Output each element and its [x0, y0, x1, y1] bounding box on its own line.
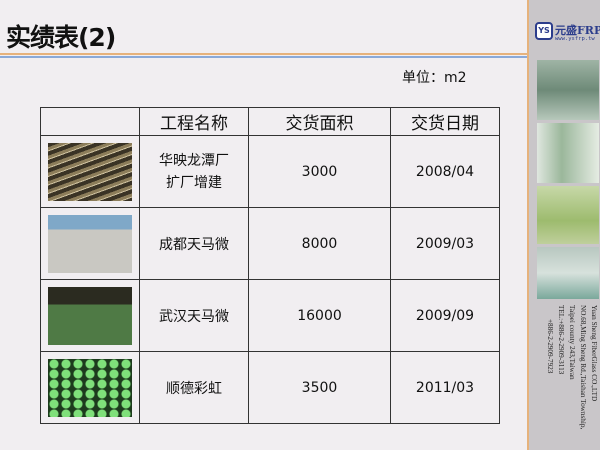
- project-date: 2009/09: [390, 279, 500, 352]
- logo-name: 元盛FRP: [555, 24, 600, 37]
- project-name: 华映龙潭厂 扩厂增建: [139, 135, 249, 208]
- logo-mark: YS: [535, 22, 553, 40]
- sidebar-photo: [537, 60, 599, 120]
- project-name: 武汉天马微: [139, 279, 249, 352]
- project-photo: [48, 142, 132, 201]
- project-name: 成都天马微: [139, 207, 249, 280]
- project-photo: [48, 214, 132, 273]
- table-header-row: 工程名称 交货面积 交货日期: [40, 107, 500, 136]
- page-title: 实绩表(2): [6, 23, 116, 52]
- table-row: 顺德彩虹 3500 2011/03: [40, 351, 500, 424]
- header-project-name: 工程名称: [139, 107, 249, 136]
- project-photo: [48, 358, 132, 417]
- sidebar-photo: [537, 247, 599, 299]
- unit-label: 单位：m2: [402, 70, 467, 86]
- address-line: Yuan Sheng FiberGlass CO.,LTD: [590, 305, 598, 402]
- sidebar-photo: [537, 123, 599, 183]
- table-row: 武汉天马微 16000 2009/09: [40, 279, 500, 352]
- project-area: 3500: [248, 351, 391, 424]
- logo-url: www.ysfrp.tw: [555, 36, 595, 42]
- project-area: 8000: [248, 207, 391, 280]
- project-date: 2008/04: [390, 135, 500, 208]
- project-area: 3000: [248, 135, 391, 208]
- header-date: 交货日期: [390, 107, 500, 136]
- performance-table: 工程名称 交货面积 交货日期 华映龙潭厂 扩厂增建 3000 2008/04 成…: [40, 107, 500, 424]
- table-row: 成都天马微 8000 2009/03: [40, 207, 500, 280]
- project-photo: [48, 286, 132, 345]
- project-date: 2009/03: [390, 207, 500, 280]
- project-area: 16000: [248, 279, 391, 352]
- table-row: 华映龙潭厂 扩厂增建 3000 2008/04: [40, 135, 500, 208]
- address-line: Taipei county 243,Taiwan: [568, 305, 576, 380]
- company-address: Yuan Sheng FiberGlass CO.,LTD NO.68,Ming…: [537, 305, 599, 445]
- header-photo: [40, 107, 140, 136]
- project-name: 顺德彩虹: [139, 351, 249, 424]
- company-logo: YS 元盛FRP www.ysfrp.tw: [535, 22, 600, 46]
- divider-blue: [0, 56, 527, 58]
- address-line: TEL:+886-2-2909-3113: [557, 305, 565, 375]
- project-date: 2011/03: [390, 351, 500, 424]
- sidebar: YS 元盛FRP www.ysfrp.tw Yuan Sheng FiberGl…: [527, 0, 600, 450]
- address-line: +886-2-2909-7923: [546, 319, 554, 374]
- divider-orange: [0, 53, 527, 55]
- sidebar-photo: [537, 186, 599, 244]
- address-line: NO.68,Ming Sheng Rd.,Taishan Township,: [579, 305, 587, 430]
- header-area: 交货面积: [248, 107, 391, 136]
